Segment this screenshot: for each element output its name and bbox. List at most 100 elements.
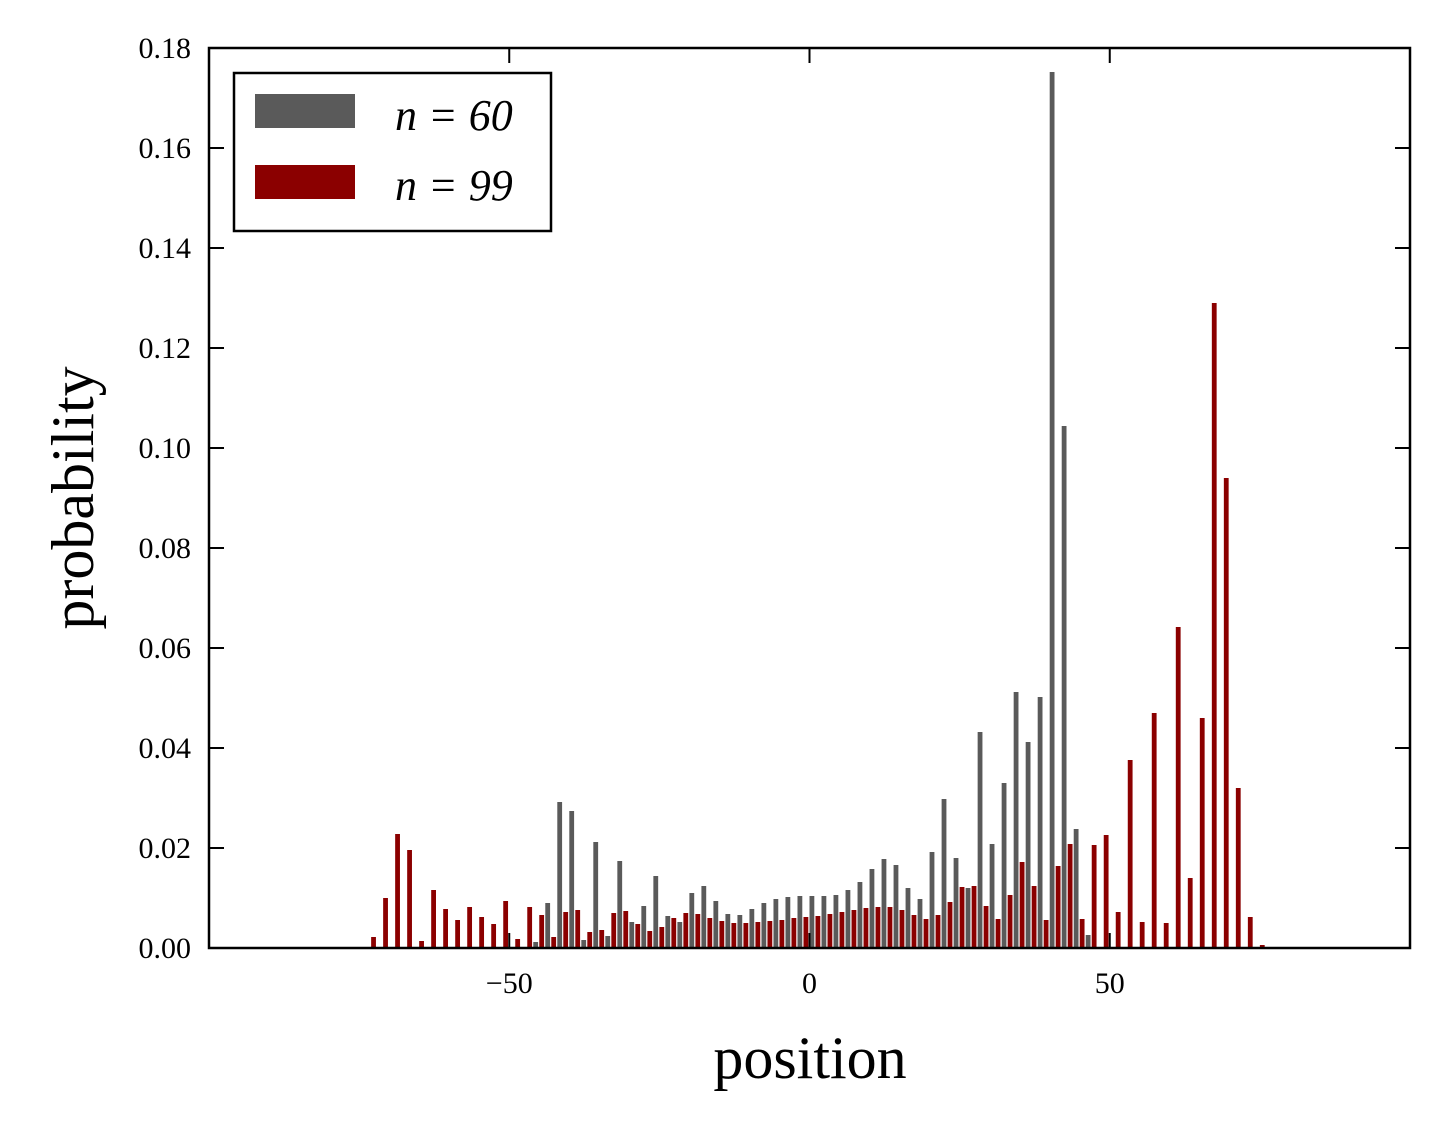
bar-n60-pos--38 [581, 940, 587, 948]
bar-n60-pos--46 [533, 942, 539, 948]
bar-n99-pos-3 [827, 914, 833, 948]
bar-n99-pos--29 [635, 924, 641, 948]
bar-n99-pos-73 [1247, 917, 1253, 948]
bar-n60-pos--28 [641, 906, 647, 948]
bar-n99-pos-21 [935, 915, 941, 948]
bar-n99-pos-43 [1067, 844, 1073, 948]
bar-n99-pos-7 [851, 910, 857, 948]
bar-n99-pos--73 [371, 937, 376, 948]
bar-n99-pos--69 [395, 834, 400, 948]
bar-n60-pos-44 [1073, 829, 1079, 948]
bar-n99-pos--37 [587, 932, 593, 948]
bar-n60-pos-28 [977, 732, 983, 948]
bar-n99-pos-37 [1031, 886, 1037, 948]
bar-n60-pos-16 [905, 888, 911, 948]
bar-n99-pos-33 [1007, 895, 1013, 948]
bar-n99-pos-5 [839, 912, 845, 948]
bar-n99-pos-47 [1091, 845, 1097, 948]
bar-n99-pos-29 [983, 906, 989, 948]
bar-n99-pos--27 [647, 931, 653, 948]
y-tick-label: 0.06 [139, 632, 192, 665]
bar-n60-pos-32 [1001, 783, 1007, 948]
bar-n99-pos--21 [683, 913, 689, 948]
bar-n60-pos--4 [785, 897, 791, 948]
bar-n60-pos--18 [701, 886, 707, 948]
bar-n99-pos-53 [1127, 760, 1133, 948]
bar-n60-pos-38 [1037, 697, 1043, 948]
bar-n60-pos--14 [725, 914, 731, 948]
bar-n99-pos--59 [455, 920, 461, 948]
bar-n60-pos--32 [617, 861, 623, 948]
bar-n99-pos--45 [539, 915, 545, 948]
bar-n60-pos--24 [665, 916, 671, 948]
bar-n99-pos--33 [611, 913, 617, 948]
bar-n99-pos--23 [671, 918, 677, 948]
y-tick-label: 0.10 [139, 432, 192, 465]
legend-label-n99: n = 99 [395, 161, 513, 210]
bar-n99-pos--17 [707, 918, 713, 948]
bar-n60-pos-24 [953, 858, 959, 948]
bar-n60-pos--30 [629, 922, 635, 948]
bar-n60-pos--10 [749, 909, 755, 948]
bar-n99-pos-63 [1187, 878, 1193, 948]
bar-n99-pos--47 [527, 907, 533, 948]
bar-n99-pos--5 [779, 920, 785, 948]
bar-n60-pos--44 [545, 903, 551, 948]
bar-n99-pos--49 [515, 939, 521, 948]
bar-n60-pos-6 [845, 890, 851, 948]
bar-n99-pos--41 [563, 912, 569, 948]
y-tick-label: 0.04 [139, 732, 192, 765]
bar-n60-pos-4 [833, 895, 839, 948]
bar-n60-pos--8 [761, 903, 767, 948]
bar-n99-pos-69 [1223, 478, 1229, 948]
bar-n99-pos-39 [1043, 920, 1049, 948]
bar-n99-pos--15 [719, 921, 725, 948]
bar-n99-pos--11 [743, 923, 749, 948]
bar-n60-pos--34 [605, 936, 611, 948]
tick-labels-layer: −50 0 50 0.00 0.02 0.04 0.06 0.08 0.10 0.12 0.14 0.… [139, 32, 1125, 1000]
bar-n99-pos-51 [1115, 912, 1121, 948]
plot-frame [207, 46, 1412, 950]
bar-n60-pos--42 [557, 802, 563, 948]
bar-n60-pos--12 [737, 915, 743, 948]
bar-n60-pos--16 [713, 901, 719, 948]
bar-n99-pos-9 [863, 908, 869, 948]
bar-n99-pos--43 [551, 937, 557, 948]
bar-n99-pos--19 [695, 914, 701, 948]
bar-n99-pos--3 [791, 918, 797, 948]
bar-n99-pos--61 [443, 909, 448, 948]
bar-n60-pos-14 [893, 865, 899, 948]
legend: n = 60 n = 99 [232, 71, 553, 233]
bar-n60-pos-12 [881, 859, 887, 948]
bar-n99-pos-31 [995, 919, 1001, 948]
bars-layer [371, 72, 1265, 948]
bar-n99-pos-15 [899, 910, 905, 948]
bar-n60-pos--26 [653, 876, 659, 948]
bar-n99-pos-59 [1163, 923, 1169, 948]
bar-n99-pos-35 [1019, 862, 1025, 948]
bar-n99-pos-19 [923, 919, 929, 948]
x-tick-label: 50 [1095, 967, 1125, 1000]
bar-n60-pos-42 [1061, 426, 1067, 948]
bar-n60-pos-34 [1013, 692, 1019, 948]
bar-n99-pos--31 [623, 911, 629, 948]
bar-n99-pos-25 [959, 887, 965, 948]
x-tick-label: 0 [802, 967, 817, 1000]
bar-n99-pos--13 [731, 923, 737, 948]
y-tick-label: 0.02 [139, 832, 192, 865]
bar-n60-pos-10 [869, 869, 875, 948]
bar-n60-pos--2 [797, 896, 803, 948]
bar-n60-pos--36 [593, 842, 599, 948]
bar-n99-pos--25 [659, 927, 665, 948]
bar-n99-pos-71 [1235, 788, 1241, 948]
legend-swatch-n60 [255, 94, 355, 128]
bar-n99-pos-49 [1103, 835, 1109, 948]
bar-n99-pos-57 [1151, 713, 1157, 948]
y-tick-label: 0.08 [139, 532, 192, 565]
bar-n60-pos-36 [1025, 742, 1031, 948]
bar-n99-pos--9 [755, 922, 761, 948]
bar-n60-pos--22 [677, 922, 683, 948]
legend-swatch-n99 [255, 165, 355, 199]
y-tick-label: 0.00 [139, 932, 192, 965]
bar-n99-pos-1 [815, 916, 821, 948]
